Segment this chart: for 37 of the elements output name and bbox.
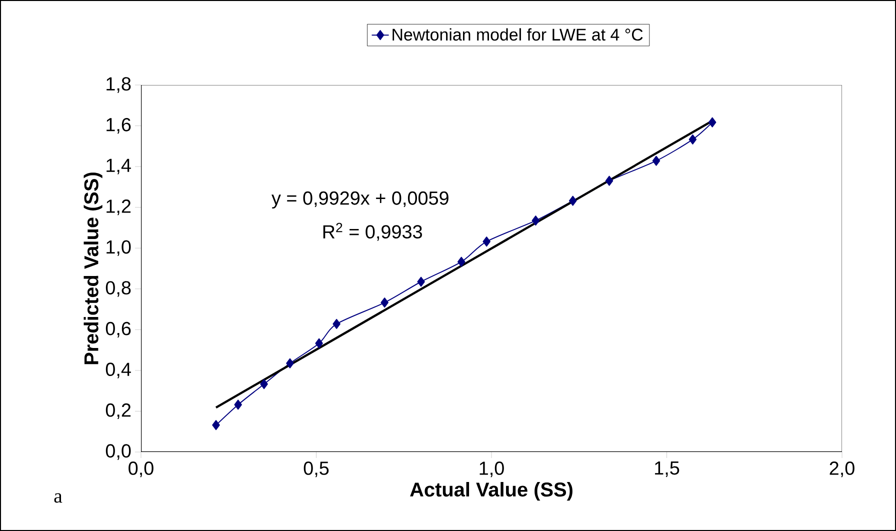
x-tick-label: 0,0 — [128, 462, 154, 478]
point — [212, 420, 220, 430]
y-tick-label: 0,2 — [106, 403, 131, 420]
point — [234, 400, 242, 410]
point — [652, 156, 660, 166]
y-tick-label: 1,4 — [106, 158, 131, 174]
y-tick-label: 1,0 — [106, 240, 131, 256]
point — [532, 216, 540, 226]
legend-label: Newtonian model for LWE at 4 °C — [392, 28, 643, 41]
y-tick-label: 1,8 — [106, 77, 131, 93]
point — [708, 117, 716, 128]
point — [605, 176, 614, 186]
x-tick-label: 0,5 — [304, 462, 329, 478]
point — [457, 256, 466, 267]
point — [286, 358, 294, 368]
point — [688, 134, 697, 144]
y-tick-label: 1,2 — [106, 200, 131, 216]
x-tick-label: 2,0 — [830, 462, 854, 478]
x-tick-label: 1,0 — [480, 462, 504, 478]
x-axis-title: Actual Value (SS) — [410, 482, 572, 501]
x-tick-label: 1,5 — [655, 462, 680, 477]
point — [260, 379, 268, 390]
y-tick-label: 0,4 — [106, 362, 131, 378]
y-axis-title: Predicted Value (SS) — [84, 172, 102, 364]
point — [380, 298, 388, 308]
point — [568, 196, 577, 206]
y-tick-label: 0,6 — [106, 322, 131, 338]
text: a — [54, 493, 62, 503]
annotation: y = 0,9929x + 0,0059 — [272, 191, 448, 209]
y-tick-label: 1,6 — [106, 118, 131, 134]
y-tick-label: 0,8 — [106, 281, 131, 297]
point — [332, 318, 340, 329]
point — [315, 338, 323, 348]
annotation: R$^{2}$ = 0,9933 — [323, 222, 422, 241]
point — [417, 276, 425, 287]
y-tick-label: 0,0 — [106, 444, 131, 460]
point — [482, 236, 490, 247]
